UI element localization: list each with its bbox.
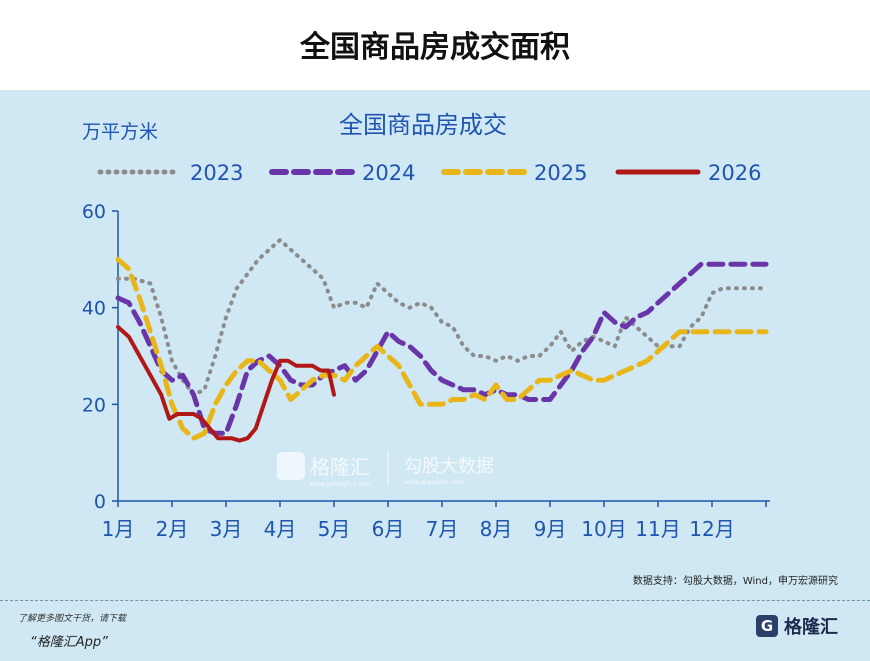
- series-line-2023: [116, 238, 768, 397]
- series-group: [115, 238, 769, 443]
- x-tick-label: 6月: [372, 517, 405, 541]
- y-tick-label: 40: [82, 298, 106, 320]
- source-note: 数据支持：勾股大数据，Wind，申万宏源研究: [632, 576, 838, 587]
- y-tick-label: 20: [82, 394, 106, 416]
- x-tick-label: 2月: [156, 517, 189, 541]
- x-tick-label: 12月: [689, 517, 734, 541]
- x-tick-label: 11月: [635, 517, 680, 541]
- x-tick-label: 4月: [264, 517, 297, 541]
- watermark-brand: 格隆汇: [310, 455, 370, 479]
- footer: 了解更多图文干货，请下载 “格隆汇App” G 格隆汇: [0, 600, 870, 661]
- y-axis-label: 万平方米: [82, 121, 158, 143]
- legend-label-2025: 2025: [534, 161, 587, 185]
- watermark-partner-site: www.gogudata.com: [404, 479, 464, 486]
- watermark-logo-mark: [277, 452, 305, 480]
- x-tick-label: 9月: [534, 517, 567, 541]
- page-title: 全国商品房成交面积: [300, 30, 570, 65]
- legend-label-2026: 2026: [708, 161, 761, 185]
- watermark-partner: 勾股大数据: [404, 456, 494, 477]
- x-tick-label: 8月: [480, 517, 513, 541]
- legend-label-2023: 2023: [190, 161, 243, 185]
- series-line-2025: [115, 256, 769, 441]
- x-tick-label: 5月: [318, 517, 351, 541]
- axes: 0 20 40 60 1月 2月 3月 4月 5月 6月 7月 8月 9月 10月 11月 12月: [82, 201, 770, 541]
- x-tick-label: 1月: [102, 517, 135, 541]
- x-tick-label: 7月: [426, 517, 459, 541]
- app-name: “格隆汇App”: [30, 635, 108, 650]
- brand-logo-icon: G: [756, 615, 778, 637]
- x-tick-label: 10月: [581, 517, 626, 541]
- header-band: [0, 0, 870, 90]
- series-line-2026: [116, 325, 336, 443]
- chart-title: 全国商品房成交: [339, 111, 507, 139]
- legend: 2023 2024 2025 2026: [97, 161, 761, 185]
- series-line-2024: [115, 261, 769, 436]
- y-tick-label: 0: [94, 491, 106, 513]
- brand-logo-text: 格隆汇: [784, 617, 838, 638]
- watermark-site: www.gelonghui.com: [310, 481, 371, 488]
- x-tick-label: 3月: [210, 517, 243, 541]
- brand-logo: G 格隆汇: [756, 613, 838, 639]
- y-tick-label: 60: [82, 201, 106, 223]
- legend-label-2024: 2024: [362, 161, 415, 185]
- watermark: 格隆汇 www.gelonghui.com 勾股大数据 www.gogudata…: [277, 450, 494, 488]
- download-note: 了解更多图文干货，请下载: [18, 614, 127, 624]
- line-chart: 格隆汇 www.gelonghui.com 勾股大数据 www.gogudata…: [82, 111, 770, 541]
- chart-area: 格隆汇 www.gelonghui.com 勾股大数据 www.gogudata…: [0, 90, 870, 600]
